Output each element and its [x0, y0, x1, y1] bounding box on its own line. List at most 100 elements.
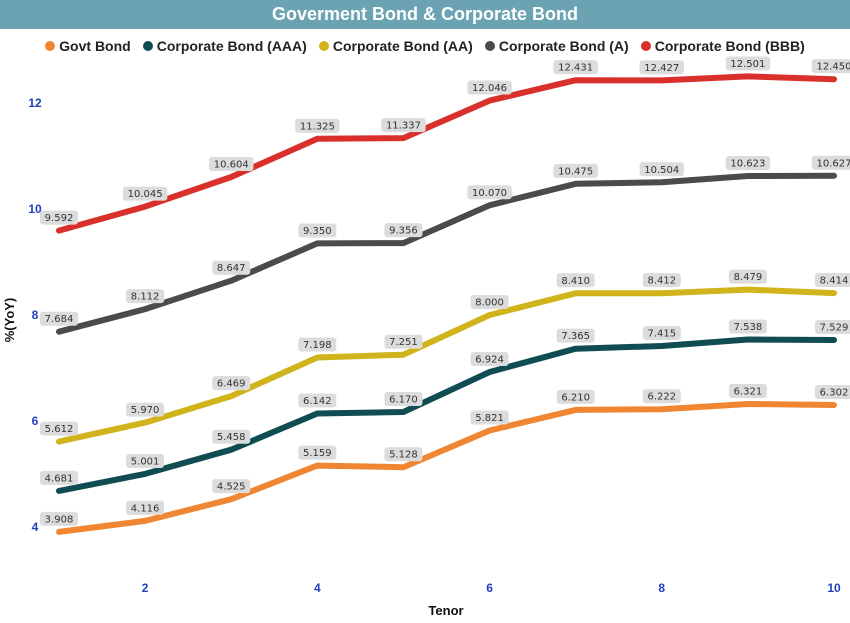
- data-label-bg: [212, 479, 251, 494]
- series-line: [56, 286, 837, 445]
- data-label-bg: [40, 210, 78, 225]
- legend-marker: [640, 41, 651, 51]
- x-tick-label: 8: [658, 581, 665, 595]
- data-label-bg: [212, 376, 251, 391]
- legend-item[interactable]: Corporate Bond (BBB): [640, 38, 805, 54]
- y-tick-label: 6: [32, 414, 39, 428]
- legend-label: Corporate Bond (AA): [332, 38, 473, 54]
- data-label: 5.821: [475, 413, 504, 424]
- data-label-bg: [126, 402, 165, 417]
- data-label-bg: [470, 352, 509, 367]
- data-label: 4.116: [131, 503, 160, 514]
- data-label-bg: [553, 60, 598, 75]
- data-label: 5.970: [131, 405, 160, 416]
- legend-item[interactable]: Corporate Bond (AAA): [142, 38, 307, 54]
- data-label-bg: [639, 60, 684, 75]
- legend-marker: [484, 41, 495, 51]
- data-label-bg: [728, 319, 767, 334]
- x-axis-ticks: 2 4 6 8 10: [142, 581, 841, 595]
- data-label-bg: [815, 319, 850, 334]
- data-label: 3.908: [45, 514, 74, 525]
- data-label: 5.159: [303, 448, 332, 459]
- data-label-bg: [126, 500, 165, 515]
- legend-label: Corporate Bond (AAA): [156, 38, 307, 54]
- x-tick-label: 4: [314, 581, 321, 595]
- y-axis-title: %(YoY): [2, 298, 17, 343]
- data-label: 7.529: [820, 322, 849, 333]
- data-label-bg: [642, 273, 681, 288]
- series-line: [56, 401, 837, 535]
- x-tick-label: 10: [827, 581, 841, 595]
- data-label: 7.684: [45, 314, 74, 325]
- series-lines: [56, 73, 837, 535]
- data-label-bg: [556, 389, 595, 404]
- data-label: 12.427: [644, 63, 679, 74]
- data-label-bg: [811, 155, 850, 170]
- data-label: 10.504: [644, 165, 679, 176]
- data-label-bg: [40, 311, 78, 326]
- data-label: 8.410: [561, 276, 590, 287]
- data-label-bg: [725, 155, 771, 170]
- data-label-bg: [40, 421, 78, 436]
- data-label: 6.469: [217, 379, 246, 390]
- data-label-bg: [126, 289, 165, 304]
- data-label: 12.046: [472, 83, 507, 94]
- data-label: 10.475: [558, 166, 593, 177]
- data-label: 7.365: [561, 331, 590, 342]
- data-label-bg: [811, 59, 850, 74]
- data-label-bg: [467, 80, 512, 95]
- data-label-bg: [381, 118, 426, 133]
- y-tick-label: 8: [32, 308, 39, 322]
- data-label: 10.045: [128, 189, 163, 200]
- series-line: [56, 73, 837, 234]
- data-label-bg: [212, 429, 251, 444]
- data-label: 11.325: [300, 121, 335, 132]
- chart-title: Goverment Bond & Corporate Bond: [271, 4, 578, 24]
- data-label: 6.222: [647, 392, 676, 403]
- data-label: 10.604: [214, 159, 249, 170]
- data-label-bg: [470, 295, 509, 309]
- data-label: 5.612: [45, 424, 74, 435]
- legend-item[interactable]: Corporate Bond (AA): [318, 38, 473, 54]
- data-label: 7.198: [303, 340, 332, 351]
- y-tick-label: 4: [32, 520, 39, 534]
- data-label: 6.321: [734, 386, 763, 397]
- data-label-bg: [467, 185, 512, 200]
- data-label: 9.350: [303, 226, 332, 237]
- data-label-bg: [384, 223, 423, 238]
- data-label: 5.001: [131, 456, 160, 467]
- data-label: 6.170: [389, 394, 418, 405]
- data-label-bg: [298, 393, 337, 408]
- data-label: 7.251: [389, 337, 418, 348]
- data-label-bg: [384, 391, 423, 406]
- data-label-bg: [639, 162, 684, 177]
- data-label-bg: [122, 186, 168, 201]
- data-label-bg: [298, 223, 337, 238]
- data-label: 12.450: [817, 62, 850, 73]
- data-label: 12.501: [730, 59, 765, 70]
- data-label: 8.000: [475, 298, 504, 309]
- data-label: 6.924: [475, 355, 504, 366]
- legend-item[interactable]: Govt Bond: [45, 38, 131, 54]
- data-label: 8.479: [734, 272, 763, 283]
- data-label-bg: [728, 383, 767, 398]
- x-tick-label: 2: [142, 581, 149, 595]
- data-label: 6.210: [561, 392, 590, 403]
- data-label: 12.431: [558, 63, 593, 74]
- x-axis-title: Tenor: [428, 603, 463, 618]
- y-tick-label: 12: [28, 96, 42, 110]
- data-label: 4.681: [45, 473, 74, 484]
- data-labels: 3.908 4.116 4.525 5.159 5.128 5.821 6.210 6.222…: [40, 56, 850, 526]
- data-label-bg: [384, 447, 423, 462]
- data-label: 8.112: [131, 292, 160, 303]
- data-label-bg: [815, 273, 850, 288]
- data-label: 9.356: [389, 226, 418, 237]
- data-label-bg: [40, 470, 78, 485]
- legend-item[interactable]: Corporate Bond (A): [484, 38, 629, 54]
- data-label-bg: [298, 445, 337, 460]
- data-label: 8.414: [820, 276, 849, 287]
- data-label: 8.647: [217, 263, 246, 274]
- data-label-bg: [728, 269, 767, 284]
- data-label: 10.623: [730, 158, 765, 169]
